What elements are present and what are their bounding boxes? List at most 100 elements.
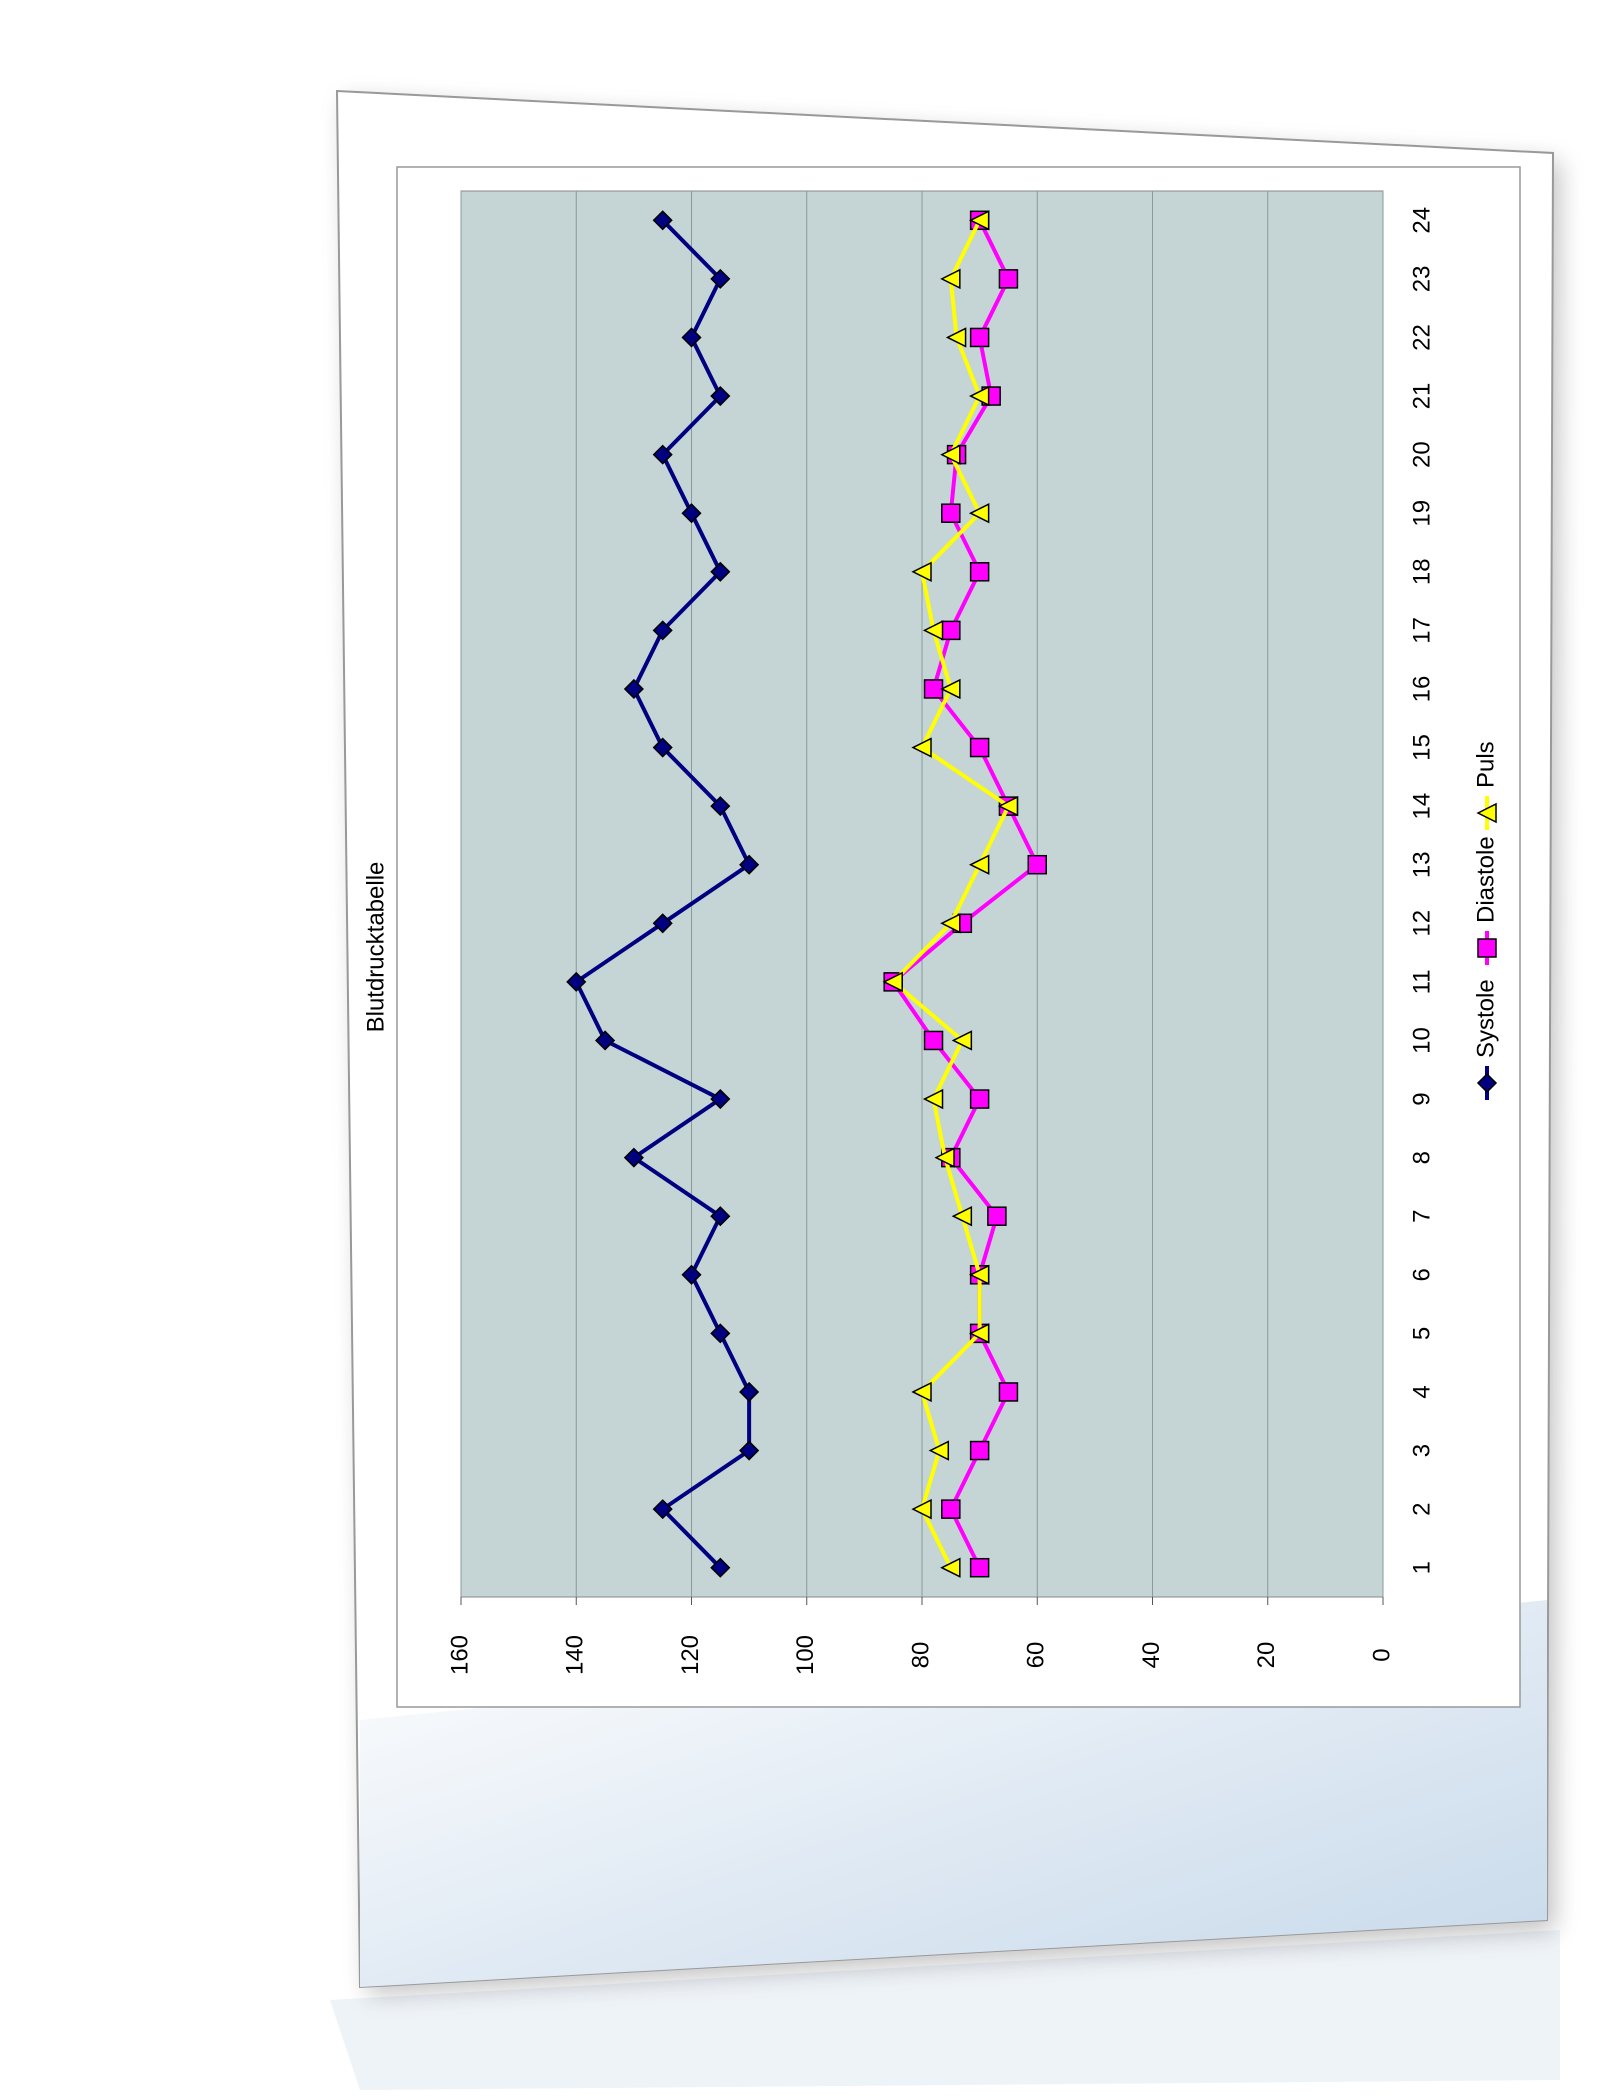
marker [968, 1264, 990, 1286]
marker [681, 1264, 702, 1285]
marker [911, 561, 932, 583]
marker [969, 327, 990, 348]
marker [940, 444, 961, 465]
marker [968, 502, 990, 524]
marker [652, 913, 673, 934]
x-tick-label: 5 [1408, 1327, 1435, 1340]
marker [710, 1206, 731, 1227]
marker [710, 1323, 731, 1344]
marker [968, 854, 990, 875]
marker [710, 796, 731, 817]
marker [739, 1440, 760, 1461]
marker [923, 1030, 944, 1051]
marker [941, 503, 961, 523]
marker [987, 1206, 1007, 1226]
y-tick-label: 20 [1253, 1642, 1280, 1669]
marker [922, 1088, 944, 1110]
marker [951, 1205, 973, 1227]
marker [882, 971, 903, 993]
marker [1476, 802, 1497, 824]
x-tick-label: 17 [1408, 617, 1435, 644]
marker [922, 620, 944, 641]
marker [1477, 938, 1497, 958]
x-tick-label: 4 [1408, 1385, 1435, 1398]
marker [566, 971, 587, 992]
x-tick-label: 15 [1408, 734, 1435, 761]
x-tick-label: 8 [1408, 1151, 1435, 1164]
x-tick-label: 1 [1408, 1561, 1435, 1574]
marker [911, 737, 932, 758]
marker [923, 679, 944, 699]
marker [969, 562, 990, 582]
marker [710, 1088, 731, 1110]
legend-label: Systole [1472, 979, 1499, 1058]
series-line [573, 218, 752, 1570]
marker [998, 269, 1019, 289]
x-tick-label: 12 [1408, 910, 1435, 937]
legend-label: Puls [1472, 741, 1499, 788]
marker [652, 620, 673, 641]
marker [928, 1440, 950, 1461]
y-tick-label: 80 [907, 1642, 934, 1669]
marker [969, 1089, 990, 1109]
marker [681, 503, 702, 524]
marker [968, 385, 990, 407]
y-tick-label: 60 [1023, 1642, 1050, 1669]
series-line [890, 219, 1040, 1569]
marker [940, 1557, 961, 1578]
x-tick-label: 9 [1408, 1092, 1435, 1105]
legend-label: Diastole [1472, 836, 1499, 923]
marker [739, 1381, 760, 1403]
x-tick-label: 14 [1408, 793, 1435, 820]
marker [969, 1440, 990, 1461]
x-tick-label: 20 [1408, 441, 1435, 468]
marker [911, 1498, 932, 1520]
marker [941, 620, 961, 641]
x-tick-label: 6 [1408, 1268, 1435, 1281]
x-tick-label: 18 [1408, 558, 1435, 585]
marker [710, 1557, 731, 1578]
marker [997, 795, 1019, 817]
marker [652, 210, 673, 231]
y-tick-label: 40 [1138, 1642, 1165, 1669]
y-tick-label: 0 [1368, 1648, 1395, 1661]
y-tick-label: 140 [562, 1635, 589, 1675]
x-tick-label: 7 [1408, 1210, 1435, 1223]
marker [940, 268, 961, 290]
chart-title: Blutdrucktabelle [362, 862, 389, 1033]
x-tick-label: 3 [1408, 1444, 1435, 1457]
x-tick-label: 19 [1408, 500, 1435, 527]
marker [710, 268, 731, 289]
x-tick-label: 24 [1408, 207, 1435, 234]
marker [652, 737, 673, 758]
marker [623, 1147, 644, 1168]
marker [968, 210, 990, 231]
marker [940, 678, 961, 700]
marker [710, 385, 731, 407]
marker [969, 1557, 990, 1578]
marker [998, 1382, 1019, 1402]
x-tick-label: 16 [1408, 676, 1435, 703]
x-tick-label: 21 [1408, 383, 1435, 410]
x-tick-label: 13 [1408, 851, 1435, 878]
marker [940, 913, 961, 934]
marker [951, 1030, 973, 1051]
x-tick-label: 2 [1408, 1502, 1435, 1515]
x-tick-label: 23 [1408, 266, 1435, 293]
x-tick-label: 22 [1408, 324, 1435, 351]
marker [934, 1147, 955, 1168]
y-tick-label: 160 [446, 1635, 473, 1675]
marker [945, 327, 967, 348]
marker [969, 737, 990, 758]
marker [652, 1499, 673, 1520]
y-tick-label: 100 [792, 1635, 819, 1675]
marker [623, 678, 644, 700]
chart-layer: 0204060801001201401601234567891011121314… [446, 191, 1499, 1675]
marker [911, 1381, 932, 1403]
y-tick-label: 120 [677, 1635, 704, 1675]
x-tick-label: 10 [1408, 1027, 1435, 1054]
marker [739, 854, 760, 875]
marker [652, 444, 673, 465]
series-line [890, 219, 1012, 1569]
